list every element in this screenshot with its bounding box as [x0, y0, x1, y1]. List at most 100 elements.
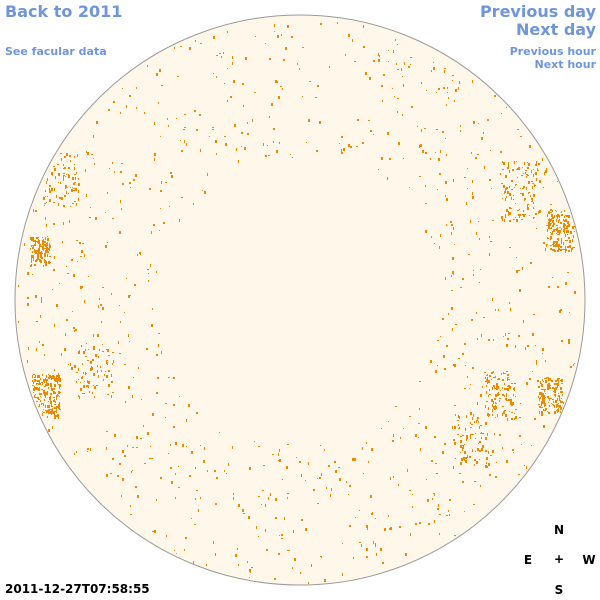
- feature-speck: [49, 190, 51, 193]
- feature-speck: [514, 187, 515, 188]
- feature-speck: [526, 466, 527, 469]
- feature-speck: [572, 239, 573, 242]
- feature-speck: [51, 376, 53, 379]
- feature-speck: [85, 356, 87, 357]
- feature-speck: [548, 223, 550, 226]
- feature-speck: [519, 289, 521, 292]
- feature-speck: [460, 130, 461, 132]
- feature-speck: [513, 195, 514, 196]
- feature-speck: [493, 377, 495, 378]
- feature-speck: [523, 210, 524, 212]
- feature-speck: [96, 385, 98, 386]
- next-hour-link[interactable]: Next hour: [534, 58, 597, 71]
- feature-speck: [49, 262, 51, 263]
- feature-speck: [51, 403, 52, 404]
- feature-speck: [454, 244, 455, 245]
- feature-speck: [451, 224, 453, 226]
- feature-speck: [522, 214, 523, 215]
- feature-speck: [564, 220, 565, 222]
- feature-speck: [555, 383, 557, 385]
- feature-speck: [461, 441, 462, 442]
- feature-speck: [509, 186, 510, 188]
- feature-speck: [454, 535, 456, 536]
- feature-speck: [435, 152, 436, 153]
- feature-speck: [549, 378, 551, 381]
- feature-speck: [511, 189, 513, 190]
- feature-speck: [506, 400, 508, 401]
- feature-speck: [63, 164, 64, 166]
- feature-speck: [158, 102, 159, 104]
- see-facular-data-link[interactable]: See facular data: [5, 45, 107, 58]
- feature-speck: [482, 445, 484, 448]
- feature-speck: [540, 397, 541, 399]
- feature-speck: [434, 520, 435, 523]
- feature-speck: [74, 182, 76, 183]
- next-day-link[interactable]: Next day: [516, 20, 596, 39]
- feature-speck: [563, 219, 564, 221]
- feature-speck: [40, 254, 42, 255]
- feature-speck: [272, 454, 274, 455]
- feature-speck: [501, 216, 503, 219]
- feature-speck: [43, 250, 44, 251]
- feature-speck: [287, 493, 289, 494]
- feature-speck: [42, 344, 44, 346]
- feature-speck: [505, 414, 507, 417]
- feature-speck: [119, 231, 121, 234]
- feature-speck: [520, 136, 522, 137]
- feature-speck: [511, 404, 513, 406]
- feature-speck: [158, 344, 159, 347]
- feature-speck: [485, 381, 487, 382]
- feature-speck: [45, 250, 47, 253]
- feature-speck: [504, 395, 505, 397]
- previous-hour-link[interactable]: Previous hour: [509, 45, 596, 58]
- feature-speck: [81, 286, 83, 288]
- feature-speck: [59, 396, 60, 397]
- feature-speck: [538, 211, 539, 214]
- feature-speck: [277, 35, 279, 38]
- feature-speck: [564, 210, 565, 212]
- feature-speck: [561, 241, 562, 244]
- feature-speck: [527, 207, 529, 210]
- feature-speck: [49, 412, 51, 414]
- feature-speck: [373, 541, 374, 544]
- feature-speck: [419, 408, 420, 410]
- feature-speck: [436, 129, 438, 130]
- feature-speck: [506, 393, 507, 395]
- feature-speck: [72, 190, 73, 191]
- feature-speck: [48, 409, 50, 412]
- feature-speck: [418, 437, 419, 438]
- feature-speck: [279, 459, 281, 462]
- feature-speck: [493, 339, 494, 341]
- feature-speck: [232, 446, 233, 449]
- feature-speck: [550, 212, 552, 213]
- feature-speck: [320, 23, 322, 25]
- feature-speck: [48, 388, 49, 389]
- feature-speck: [532, 371, 533, 372]
- feature-speck: [407, 469, 408, 472]
- feature-speck: [35, 250, 37, 251]
- compass-east-label: E: [523, 553, 533, 567]
- previous-day-link[interactable]: Previous day: [479, 2, 596, 21]
- back-to-year-link[interactable]: Back to 2011: [5, 2, 123, 21]
- feature-speck: [505, 175, 507, 178]
- feature-speck: [561, 401, 563, 403]
- feature-speck: [58, 408, 60, 409]
- feature-speck: [509, 220, 511, 222]
- feature-speck: [466, 436, 468, 439]
- feature-speck: [480, 394, 482, 397]
- feature-speck: [51, 388, 52, 391]
- feature-speck: [269, 116, 270, 118]
- feature-speck: [499, 398, 501, 399]
- feature-speck: [242, 83, 244, 85]
- feature-speck: [488, 463, 490, 466]
- feature-speck: [84, 300, 85, 303]
- feature-speck: [393, 434, 394, 437]
- feature-speck: [44, 354, 45, 356]
- feature-speck: [191, 451, 193, 454]
- feature-speck: [32, 247, 34, 249]
- feature-speck: [557, 378, 559, 381]
- feature-speck: [501, 113, 502, 114]
- feature-speck: [393, 476, 394, 478]
- feature-speck: [171, 481, 173, 484]
- feature-speck: [279, 142, 280, 144]
